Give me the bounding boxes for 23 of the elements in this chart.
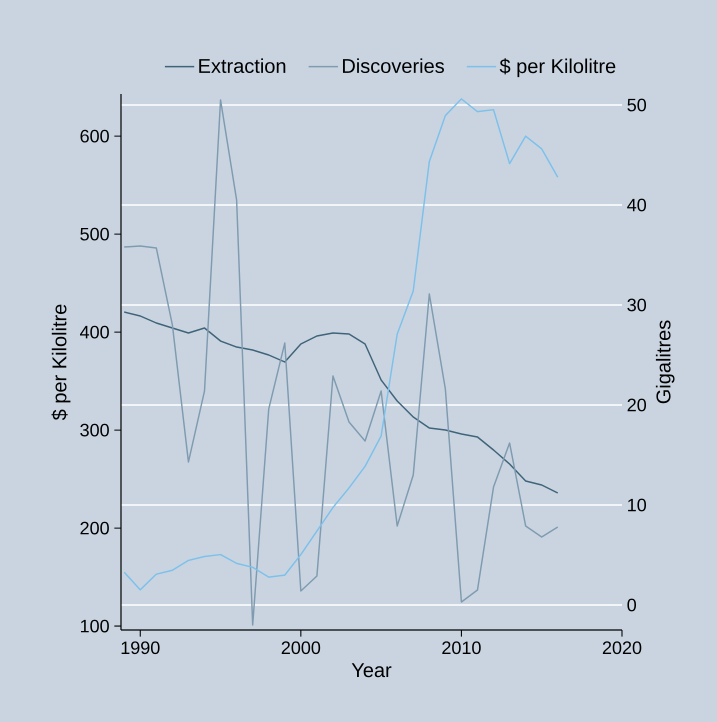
y2-tick-label: 40 xyxy=(627,198,646,212)
legend-label: $ per Kilolitre xyxy=(500,58,616,78)
x-tick-label: 2010 xyxy=(442,641,481,654)
y2-axis-title: Gigalitres xyxy=(656,320,675,404)
y-axis-title: $ per Kilolitre xyxy=(51,304,70,420)
y2-tick-label: 0 xyxy=(627,598,636,612)
y2-tick-label: 20 xyxy=(628,398,646,412)
y-tick-label: 200 xyxy=(80,522,109,534)
y2-tick-label: 50 xyxy=(627,98,646,112)
y-tick-label: 500 xyxy=(80,228,109,240)
y-tick-label: 400 xyxy=(80,326,109,338)
x-tick-label: 1990 xyxy=(122,641,160,654)
y2-tick-label: 10 xyxy=(628,498,646,512)
y2-tick-label: 30 xyxy=(627,298,646,312)
y-tick-label: 100 xyxy=(80,620,109,632)
legend-label: Extraction xyxy=(199,58,286,74)
line-series xyxy=(123,311,558,494)
x-tick-label: 2000 xyxy=(282,641,320,654)
x-tick-label: 2020 xyxy=(602,641,642,654)
y-tick-label: 600 xyxy=(80,130,109,143)
legend-label: Discoveries xyxy=(342,58,444,74)
y-tick-label: 300 xyxy=(80,424,109,436)
x-axis-title: Year xyxy=(352,663,392,678)
